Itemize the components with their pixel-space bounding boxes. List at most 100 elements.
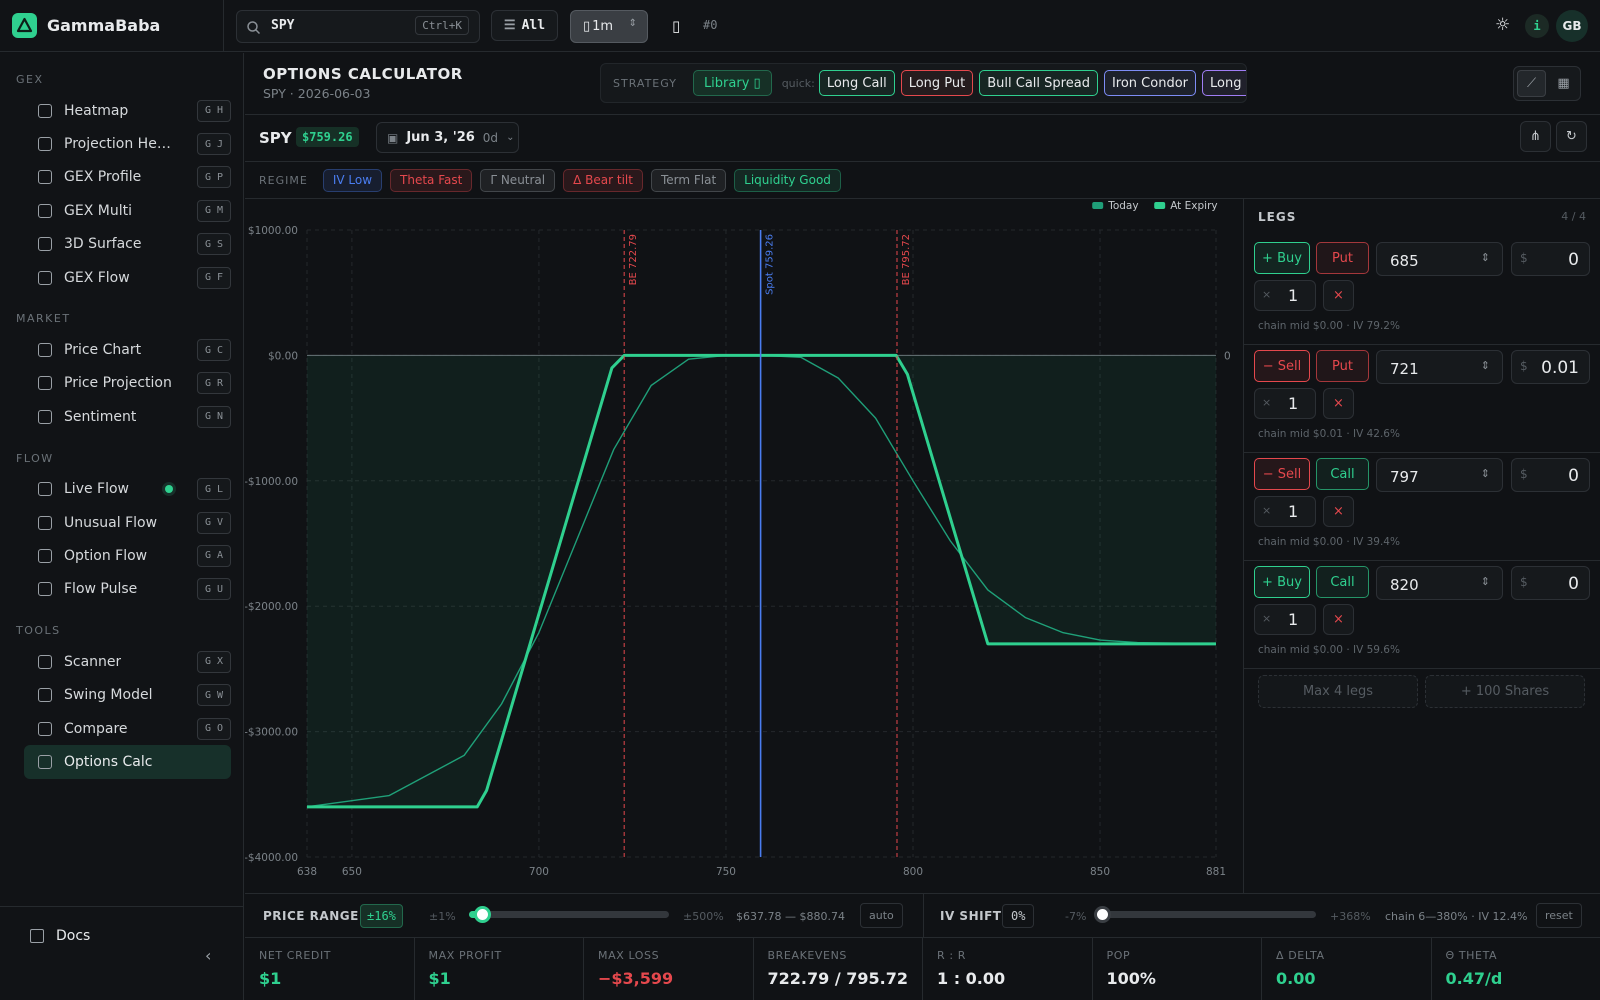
stat-value: 1 : 0.00 — [937, 969, 1006, 988]
leg-action[interactable]: Max 4 legs — [1258, 675, 1418, 708]
premium-input[interactable]: $0 — [1511, 566, 1590, 600]
shortcut: G U — [197, 578, 231, 601]
docs-link[interactable]: Docs — [30, 928, 90, 944]
remove-button[interactable]: × — [1323, 280, 1354, 311]
premium-input[interactable]: $0 — [1511, 242, 1590, 276]
side-button[interactable]: − Sell — [1254, 458, 1310, 490]
nav-icon — [38, 237, 52, 252]
y-tick-label: -$4000.00 — [245, 852, 298, 864]
nav-item[interactable]: Price Chart G C — [24, 333, 231, 366]
strike-value: 721 — [1390, 360, 1419, 378]
qty-input[interactable]: × 1 — [1254, 280, 1316, 311]
iv-knob[interactable] — [1094, 906, 1111, 923]
chart-view[interactable]: ⟋ — [1517, 70, 1546, 97]
iv-shift-value: 0% — [1002, 904, 1035, 928]
qty-value: 1 — [1288, 394, 1299, 413]
share-button[interactable]: ⋔ — [1520, 121, 1551, 152]
legs-title: LEGS — [1258, 210, 1297, 224]
grid-view[interactable]: ▦ — [1557, 76, 1570, 91]
reset-iv-button[interactable]: reset — [1536, 903, 1582, 928]
nav-item[interactable]: Heatmap G H — [24, 94, 231, 127]
date-select[interactable]: ▣ Jun 3, '26 0d ⌄ — [376, 122, 519, 153]
price-range-span: $637.78 — $880.74 — [736, 910, 845, 923]
nav-icon — [38, 203, 52, 218]
interval-select[interactable]: ▯ 1m ⇕ — [570, 10, 648, 43]
ticker-row: SPY $759.26 ▣ Jun 3, '26 0d ⌄ ⋔ ↻ — [245, 115, 1600, 162]
leg-action[interactable]: + 100 Shares — [1425, 675, 1585, 708]
library-button[interactable]: Library ▯ — [692, 70, 772, 96]
type-button[interactable]: Put — [1316, 350, 1369, 382]
premium-input[interactable]: $0.01 — [1511, 350, 1590, 384]
type-button[interactable]: Call — [1316, 566, 1369, 598]
nav-item[interactable]: Price Projection G R — [24, 367, 231, 400]
nav-item[interactable]: Projection Heatmap G J — [24, 127, 231, 160]
nav-icon — [38, 137, 52, 152]
legs-panel: LEGS 4 / 4 + Buy Put 685 ⇕ $0 × 1 × chain mid $0… — [1244, 199, 1600, 893]
nav-item[interactable]: Options Calc — [24, 745, 231, 779]
regime-tag: Term Flat — [650, 168, 727, 192]
qty-input[interactable]: × 1 — [1254, 604, 1316, 635]
nav-item[interactable]: Swing Model G W — [24, 678, 231, 711]
y-tick-label: $1000.00 — [248, 225, 298, 237]
stat: Δ DELTA 0.00 — [1261, 938, 1431, 1000]
nav-item[interactable]: Sentiment G N — [24, 400, 231, 433]
nav-item[interactable]: Flow Pulse G U — [24, 573, 231, 606]
remove-button[interactable]: × — [1323, 388, 1354, 419]
nav-item[interactable]: Live Flow G L — [24, 473, 231, 506]
leg: + Buy Call 820 ⇕ $0 × 1 × chain mid $0.00 · IV 5… — [1244, 561, 1600, 669]
side-button[interactable]: − Sell — [1254, 350, 1310, 382]
premium-input[interactable]: $0 — [1511, 458, 1590, 492]
stat: Θ THETA 0.47/d — [1430, 938, 1600, 1000]
side-button[interactable]: + Buy — [1254, 242, 1310, 274]
quick-button[interactable]: Bull Call Spread — [979, 70, 1098, 96]
nav-label: Projection Heatmap — [64, 136, 174, 153]
filter-button[interactable]: ☰ All — [491, 10, 558, 41]
nav-item[interactable]: GEX Flow G F — [24, 261, 231, 294]
nav-item[interactable]: GEX Profile G P — [24, 161, 231, 194]
auto-button[interactable]: auto — [860, 903, 903, 928]
nav-icon — [38, 654, 52, 669]
type-button[interactable]: Put — [1316, 242, 1369, 274]
side-button[interactable]: + Buy — [1254, 566, 1310, 598]
premium-currency: $ — [1520, 575, 1528, 589]
stat: R : R 1 : 0.00 — [922, 938, 1092, 1000]
regime-tag: Theta Fast — [390, 168, 473, 192]
theme-toggle[interactable]: ☼ — [1495, 15, 1511, 35]
nav-item[interactable]: Scanner G X — [24, 645, 231, 678]
quick-button[interactable]: Long Call — [818, 70, 895, 96]
quick-button[interactable]: Long Put — [900, 70, 974, 96]
shortcut: G M — [197, 199, 231, 222]
strike-input[interactable]: 797 ⇕ — [1376, 458, 1503, 492]
x-tick-label: 650 — [342, 866, 362, 878]
remove-button[interactable]: × — [1323, 604, 1354, 635]
strike-input[interactable]: 685 ⇕ — [1376, 242, 1503, 276]
nav-item[interactable]: Compare G O — [24, 712, 231, 745]
qty-input[interactable]: × 1 — [1254, 496, 1316, 527]
remove-button[interactable]: × — [1323, 496, 1354, 527]
quick-button[interactable]: Iron Condor — [1103, 70, 1196, 96]
nav-item[interactable]: Unusual Flow G V — [24, 506, 231, 539]
reset-button[interactable]: ↻ — [1556, 121, 1587, 152]
nav-label: Price Chart — [64, 342, 142, 359]
nav-item[interactable]: 3D Surface G S — [24, 228, 231, 261]
nav-item[interactable]: Option Flow G A — [24, 539, 231, 572]
price-knob[interactable] — [474, 906, 491, 923]
strike-input[interactable]: 820 ⇕ — [1376, 566, 1503, 600]
premium-value: 0.01 — [1541, 358, 1579, 378]
search-box[interactable]: SPY Ctrl+K — [236, 10, 480, 43]
info-button[interactable]: i — [1525, 14, 1549, 38]
collapse-button[interactable]: ‹ — [205, 946, 212, 965]
section-title: MARKET — [16, 312, 71, 326]
quick-button[interactable]: Long Strangle — [1202, 70, 1246, 96]
y2-tick-label: 0 — [1224, 350, 1231, 362]
panel-icon[interactable]: ▯ — [672, 17, 681, 35]
avatar[interactable]: GB — [1556, 10, 1588, 42]
leg-info: chain mid $0.00 · IV 39.4% — [1258, 536, 1400, 548]
strike-input[interactable]: 721 ⇕ — [1376, 350, 1503, 384]
qty-input[interactable]: × 1 — [1254, 388, 1316, 419]
type-button[interactable]: Call — [1316, 458, 1369, 490]
nav-item[interactable]: GEX Multi G M — [24, 194, 231, 227]
stat: NET CREDIT $1 — [245, 938, 414, 1000]
strike-value: 797 — [1390, 468, 1419, 486]
leg: + Buy Put 685 ⇕ $0 × 1 × chain mid $0.00 · IV 79… — [1244, 237, 1600, 345]
